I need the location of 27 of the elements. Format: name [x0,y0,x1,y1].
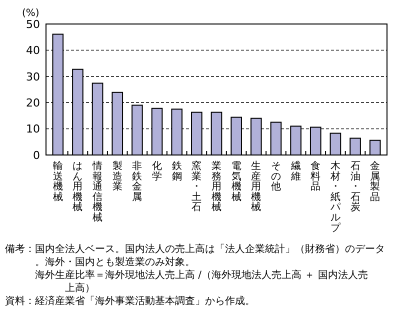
x-tick-label: 非鉄金属 [132,160,142,203]
y-tick-label: 50 [26,18,40,31]
x-tick-label: 業務用機械 [212,160,222,214]
x-tick-label: 情報通信機械 [92,160,103,224]
x-tick-label: はん用機械 [72,161,83,214]
x-tick-label: その他 [270,161,281,193]
text: 資料：経済産業省「海外事業活動基本調査」から作成。 [5,295,255,307]
y-axis-title: (%) [22,8,40,19]
x-tick-label: 輸送機械 [52,160,63,203]
text: 備考：国内全法人ベース。国内法人の売上高は「法人企業統計」（財務省）のデータ。海外・国内とも製造業のみ対象。 [5,243,385,268]
y-tick-label: 10 [26,122,40,136]
x-tick-label: 繊維 [290,160,301,182]
y-tick-label: 0 [33,148,40,162]
x-tick-label: 木材・紙パルプ [329,160,342,234]
x-tick-label: 電気機械 [231,161,242,203]
y-tick-label: 20 [26,96,40,110]
y-tick-label: 40 [26,44,40,58]
text: 海外生産比率＝海外現地法人売上高 /（海外現地法人売上高 ＋ 国内法人売上高） [35,269,368,294]
x-tick-label: 食料品 [310,160,321,193]
x-tick-label: 化学 [152,160,162,182]
x-tick-label: 鉄鋼 [172,160,182,182]
x-tick-label: 窯業・土石 [192,160,202,214]
x-tick-label: 石油・石炭 [350,161,360,214]
y-tick-label: 30 [26,70,40,84]
x-tick-label: 生産用機械 [251,160,262,214]
x-tick-label: 製造業 [112,160,122,193]
x-tick-label: 金属製品 [370,160,380,203]
